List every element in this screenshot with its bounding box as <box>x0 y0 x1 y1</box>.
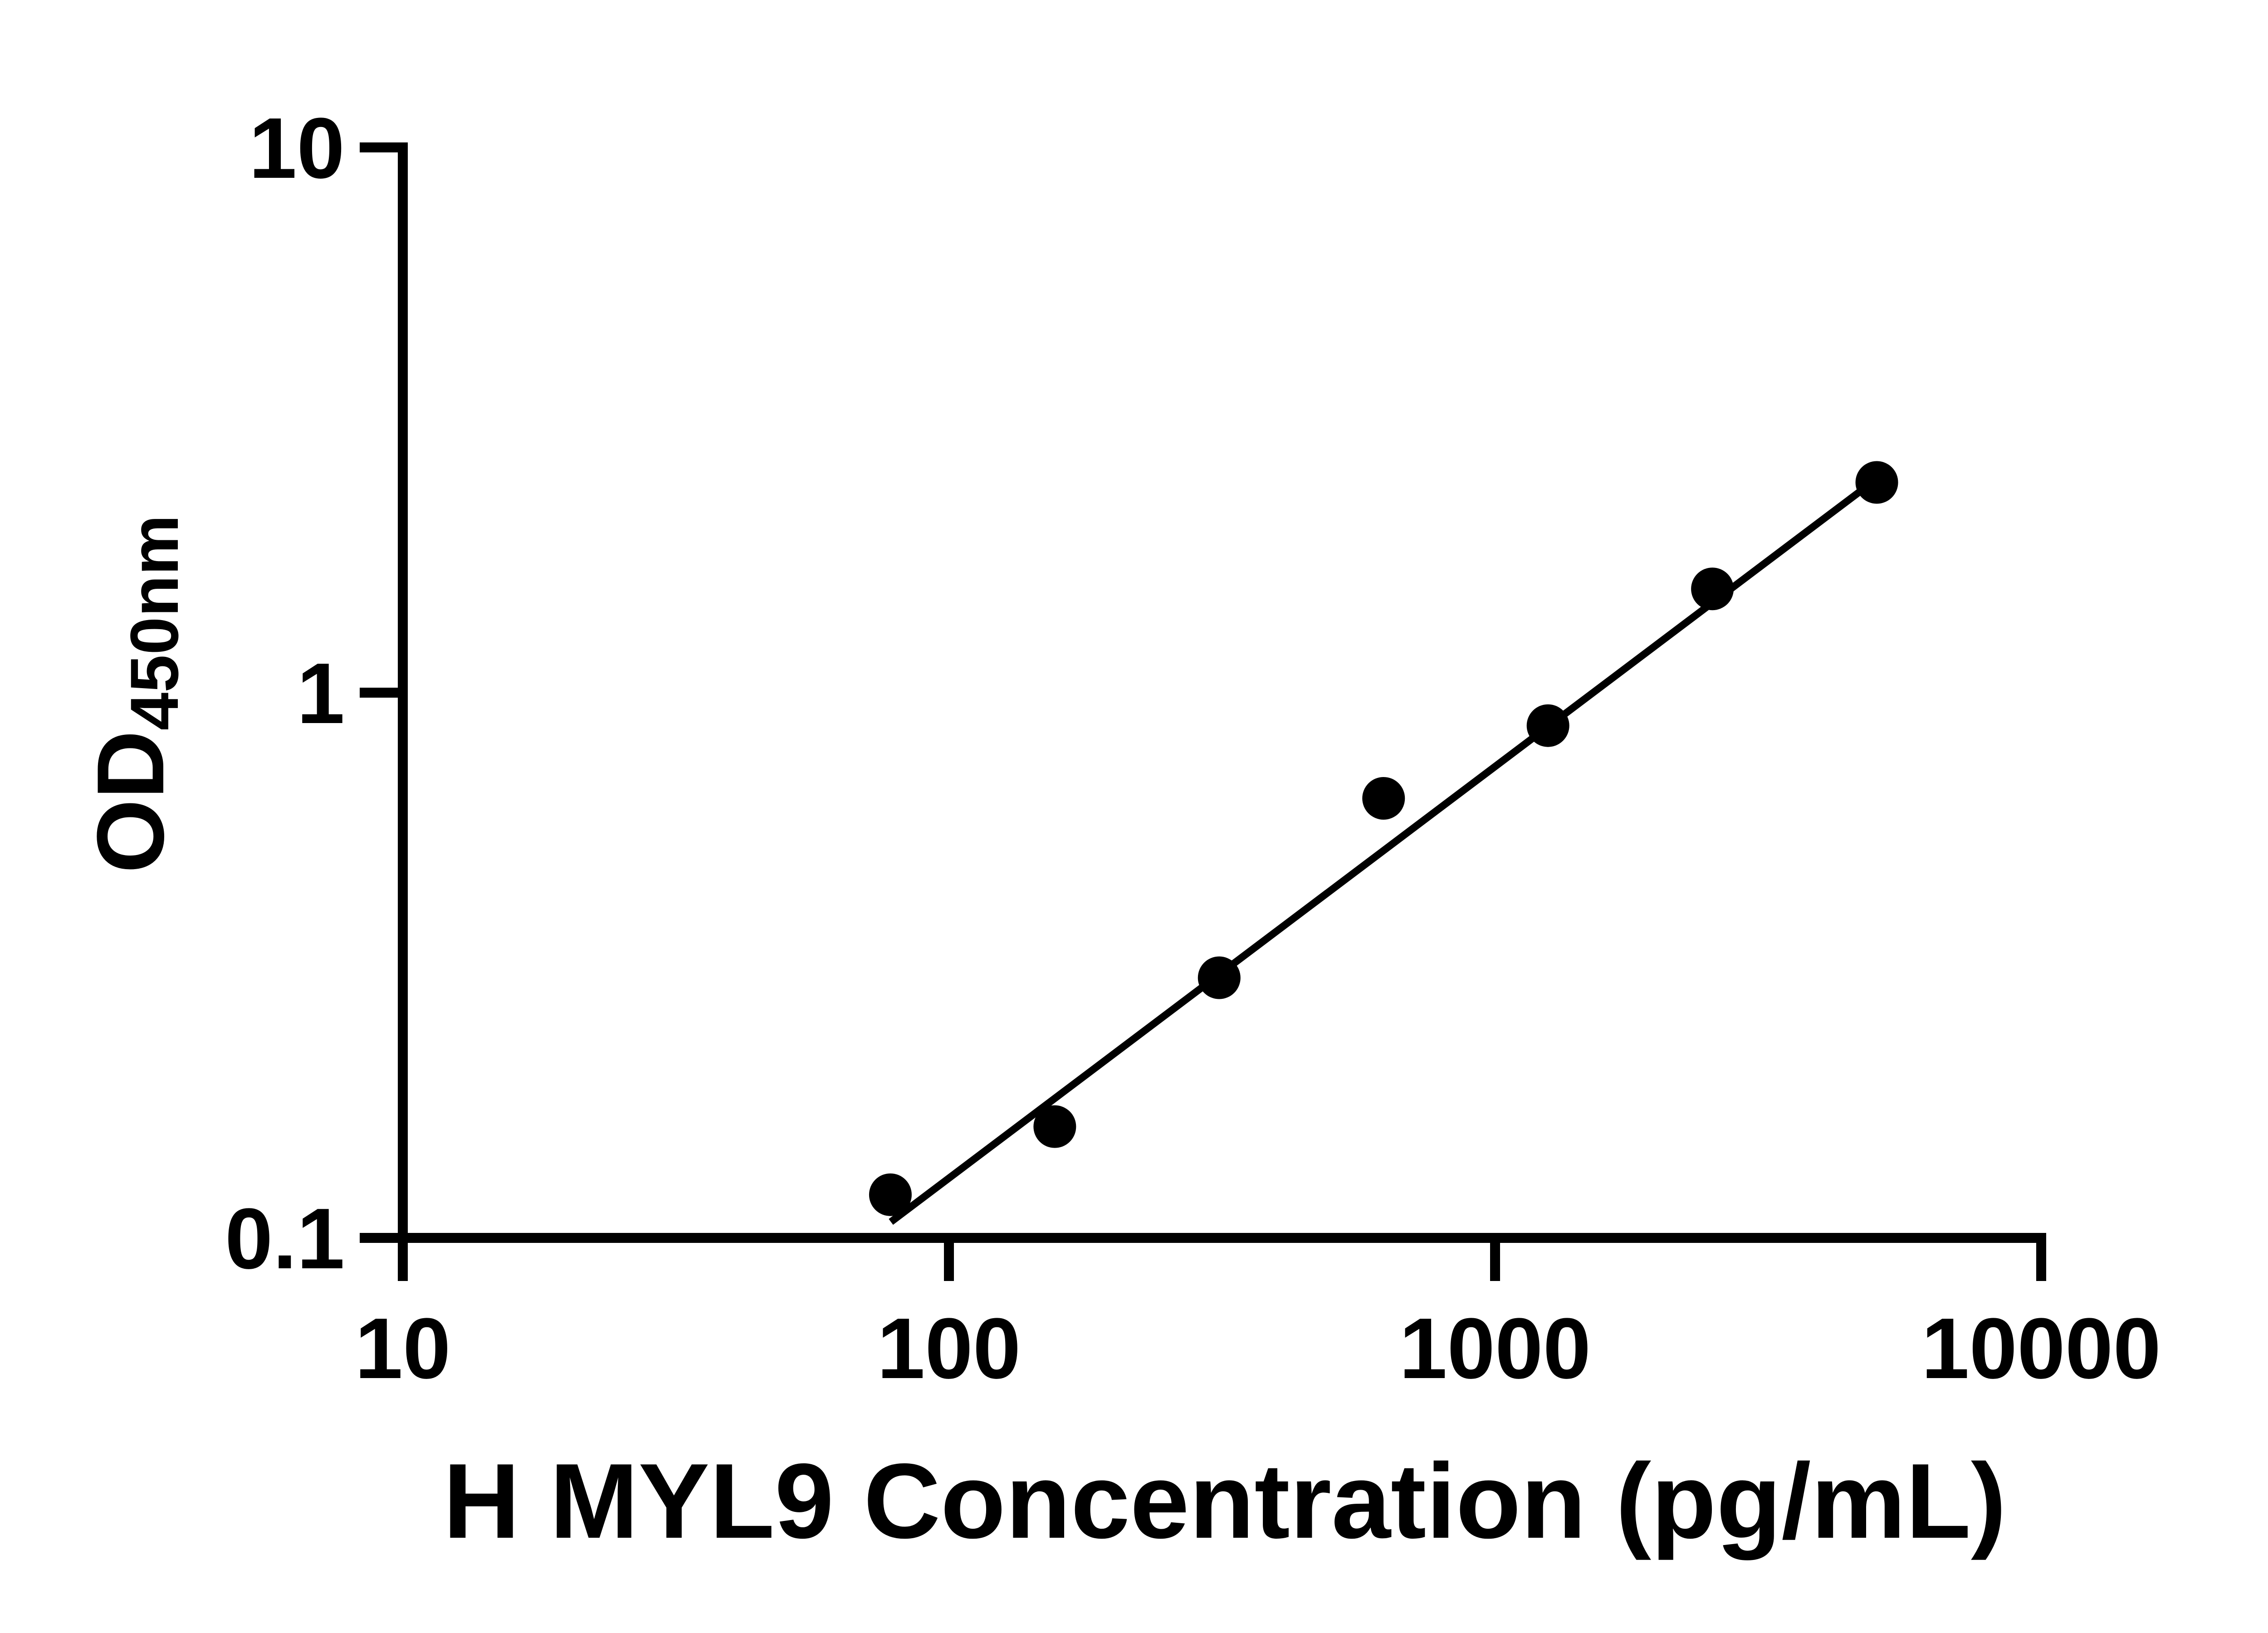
data-point <box>1198 956 1241 999</box>
plot-area: 10 100 1000 10000 0.1 1 10 <box>225 100 2161 1397</box>
data-point <box>1033 1105 1076 1148</box>
x-tick-label: 100 <box>877 1301 1021 1397</box>
data-point <box>1362 777 1405 820</box>
y-tick-label: 0.1 <box>225 1191 345 1287</box>
data-point <box>1526 704 1569 747</box>
data-point <box>1855 461 1898 504</box>
data-point <box>1691 567 1734 611</box>
x-axis-title: H MYL9 Concentration (pg/mL) <box>443 1441 2007 1560</box>
x-tick-label: 10 <box>355 1301 450 1397</box>
x-tick-label: 10000 <box>1921 1301 2161 1397</box>
data-point <box>869 1173 912 1216</box>
y-tick-label: 1 <box>297 645 345 742</box>
y-axis-title: OD450nm <box>77 515 192 873</box>
y-tick-label: 10 <box>249 100 345 196</box>
x-tick-label: 1000 <box>1399 1301 1591 1397</box>
y-axis-title-sub: 450nm <box>116 515 192 730</box>
y-axis-title-base: OD <box>77 730 184 873</box>
